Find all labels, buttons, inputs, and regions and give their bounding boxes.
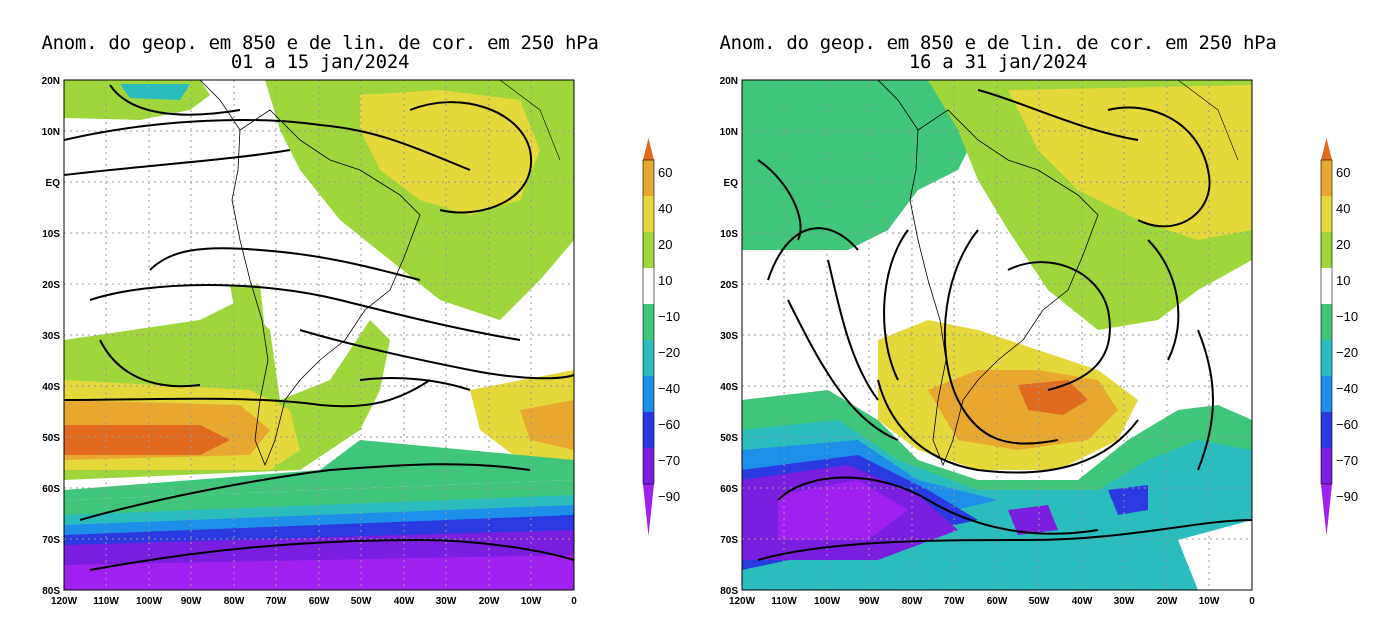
lon-label: 100W [136, 596, 163, 607]
lat-label: 20N [720, 76, 738, 87]
lon-label: 80W [224, 596, 245, 607]
lat-label: 30S [42, 331, 60, 342]
map-title-right-line1: Anom. do geop. em 850 e de lin. de cor. … [719, 32, 1277, 54]
lat-label: 20N [42, 76, 60, 87]
lon-label: 120W [729, 596, 756, 607]
lat-label: 10S [720, 229, 738, 240]
lat-label: 40S [720, 382, 738, 393]
lon-label: 10W [1199, 596, 1220, 607]
lon-label: 60W [309, 596, 330, 607]
lat-label: 70S [720, 535, 738, 546]
colorbar-label: −90 [1336, 489, 1358, 504]
colorbar-label: 10 [658, 273, 672, 288]
colorbar-label: −40 [1336, 381, 1358, 396]
lat-label: 70S [42, 535, 60, 546]
lon-label: 110W [771, 596, 797, 607]
lon-label: 60W [987, 596, 1008, 607]
lat-label: EQ [724, 178, 739, 189]
colorbar-label: −90 [658, 489, 680, 504]
map-title-left-line1: Anom. do geop. em 850 e de lin. de cor. … [41, 32, 599, 54]
colorbar-label: −20 [658, 345, 680, 360]
lat-label: 10S [42, 229, 60, 240]
lon-label: 10W [521, 596, 542, 607]
lon-label: 110W [93, 596, 119, 607]
map-left-plot [63, 79, 575, 591]
map-left-lat-labels: 20N 10N EQ 10S 20S 30S 40S 50S 60S 70S 8… [42, 76, 61, 597]
lat-label: EQ [46, 178, 61, 189]
lon-label: 90W [181, 596, 202, 607]
lon-label: 90W [859, 596, 880, 607]
lon-label: 70W [944, 596, 965, 607]
lat-label: 80S [720, 586, 738, 597]
lat-label: 10N [720, 127, 738, 138]
lon-label: 20W [479, 596, 500, 607]
lat-label: 60S [720, 484, 738, 495]
colorbar-label: −10 [1336, 309, 1358, 324]
lon-label: 100W [814, 596, 841, 607]
lat-label: 50S [720, 433, 738, 444]
colorbar-label: 40 [1336, 201, 1350, 216]
colorbar-label: −70 [1336, 453, 1358, 468]
map-title-left-line2: 01 a 15 jan/2024 [230, 51, 410, 73]
lon-label: 0 [571, 596, 577, 607]
map-title-right-line2: 16 a 31 jan/2024 [908, 51, 1088, 73]
colorbar-right: 60 40 20 10 −10 −20 −40 −60 −70 −90 [1320, 138, 1358, 536]
lat-label: 60S [42, 484, 60, 495]
lon-label: 40W [1072, 596, 1093, 607]
lon-label: 20W [1157, 596, 1178, 607]
colorbar-label: 60 [658, 165, 672, 180]
lat-label: 40S [42, 382, 60, 393]
colorbar-label: 20 [1336, 237, 1350, 252]
colorbar-label: 20 [658, 237, 672, 252]
colorbar-label: 60 [1336, 165, 1350, 180]
lat-label: 10N [42, 127, 60, 138]
lat-label: 30S [720, 331, 738, 342]
colorbar-label: −40 [658, 381, 680, 396]
lat-label: 20S [42, 280, 60, 291]
lon-label: 30W [436, 596, 457, 607]
lon-label: 40W [394, 596, 415, 607]
lon-label: 120W [51, 596, 78, 607]
lat-label: 50S [42, 433, 60, 444]
map-panel-right: Anom. do geop. em 850 e de lin. de cor. … [678, 0, 1376, 636]
colorbar-label: −20 [1336, 345, 1358, 360]
lon-label: 50W [1029, 596, 1050, 607]
colorbar-label: 40 [658, 201, 672, 216]
lon-label: 0 [1249, 596, 1255, 607]
colorbar-label: −60 [658, 417, 680, 432]
colorbar-label: −10 [658, 309, 680, 324]
lon-label: 30W [1114, 596, 1135, 607]
map-right-lat-labels: 20N 10N EQ 10S 20S 30S 40S 50S 60S 70S 8… [720, 76, 739, 597]
colorbar-left: 60 40 20 10 −10 −20 −40 −60 −70 −90 [642, 138, 680, 536]
lat-label: 20S [720, 280, 738, 291]
map-left-lon-labels: 120W 110W 100W 90W 80W 70W 60W 50W 40W 3… [51, 596, 577, 607]
map-left-svg: 20N 10N EQ 10S 20S 30S 40S 50S 60S 70S 8… [42, 76, 680, 607]
map-right-plot [741, 79, 1253, 591]
lon-label: 50W [351, 596, 372, 607]
colorbar-label: −60 [1336, 417, 1358, 432]
colorbar-label: −70 [658, 453, 680, 468]
lon-label: 70W [266, 596, 287, 607]
map-right-lon-labels: 120W 110W 100W 90W 80W 70W 60W 50W 40W 3… [729, 596, 1255, 607]
lat-label: 80S [42, 586, 60, 597]
colorbar-label: 10 [1336, 273, 1350, 288]
map-right-svg: 20N 10N EQ 10S 20S 30S 40S 50S 60S 70S 8… [720, 76, 1358, 607]
map-panel-left: Anom. do geop. em 850 e de lin. de cor. … [41, 32, 681, 608]
lon-label: 80W [902, 596, 923, 607]
